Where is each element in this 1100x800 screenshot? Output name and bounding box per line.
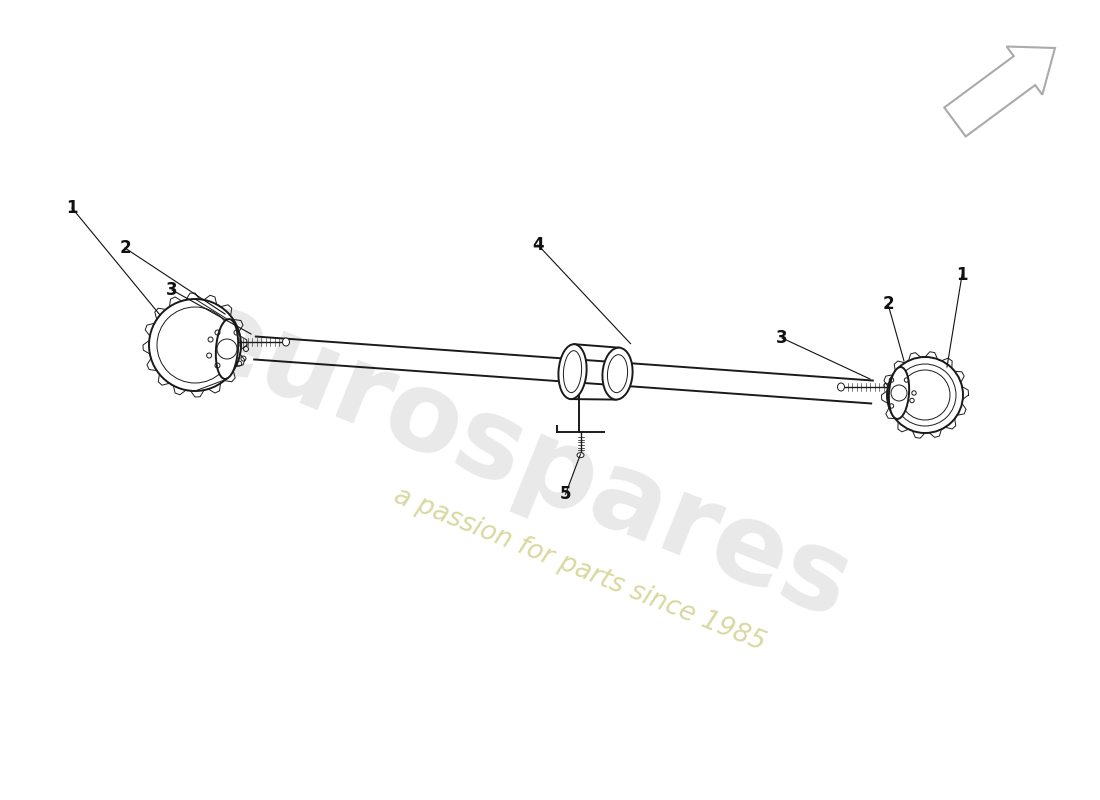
Ellipse shape — [889, 367, 909, 419]
Text: 5: 5 — [560, 485, 571, 503]
Text: 2: 2 — [119, 239, 131, 257]
Text: 2: 2 — [882, 295, 894, 313]
Text: a passion for parts since 1985: a passion for parts since 1985 — [390, 483, 770, 657]
Text: 1: 1 — [956, 266, 968, 284]
Ellipse shape — [559, 344, 586, 399]
Text: 3: 3 — [777, 329, 788, 347]
Ellipse shape — [837, 383, 845, 391]
Ellipse shape — [283, 338, 289, 346]
Ellipse shape — [603, 348, 632, 399]
Text: 3: 3 — [166, 281, 178, 299]
Ellipse shape — [216, 319, 239, 379]
Text: 4: 4 — [532, 236, 543, 254]
Ellipse shape — [578, 453, 584, 458]
Circle shape — [148, 299, 241, 391]
Text: eurospares: eurospares — [174, 278, 866, 642]
Text: 1: 1 — [66, 199, 78, 217]
Circle shape — [887, 357, 962, 433]
